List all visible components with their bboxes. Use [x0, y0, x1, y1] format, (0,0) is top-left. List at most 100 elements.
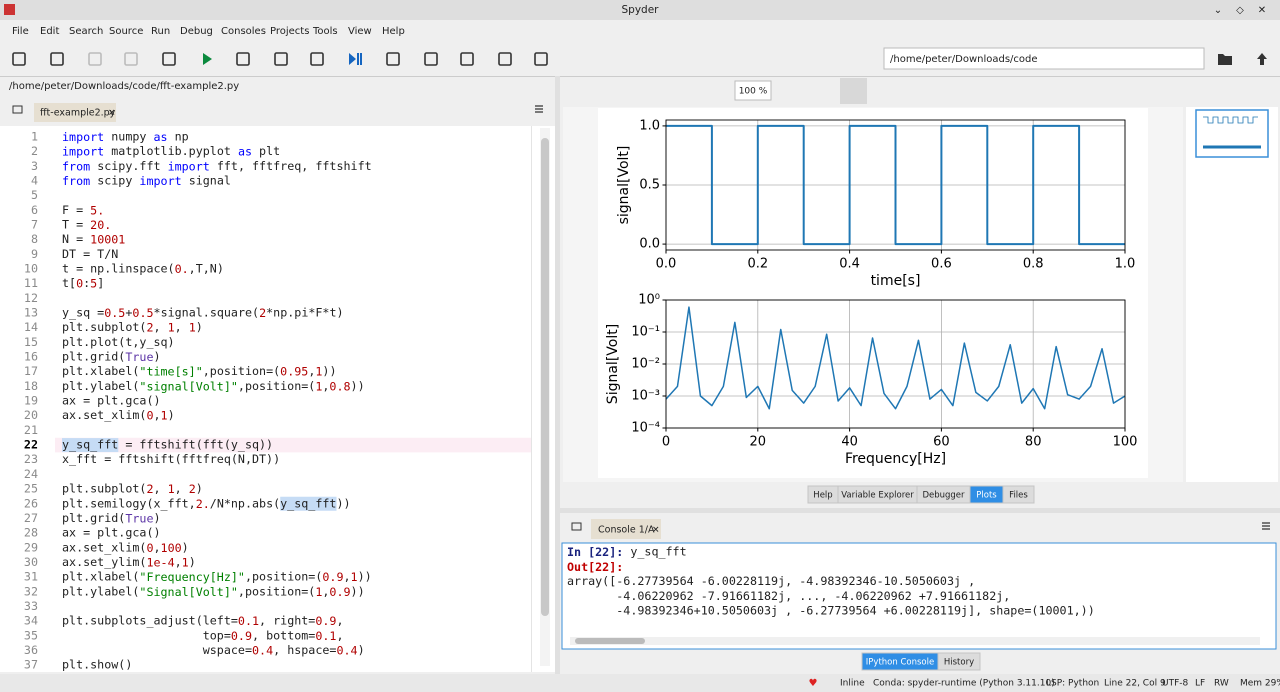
toolbar-button[interactable] — [534, 52, 548, 66]
thumbnail-panel — [1186, 107, 1278, 482]
debug-button[interactable] — [349, 53, 362, 65]
menu-item[interactable]: Debug — [180, 26, 213, 37]
code-line: import matplotlib.pyplot as plt — [62, 144, 280, 158]
code-line: wspace=0.4, hspace=0.4) — [62, 643, 365, 657]
console-bottom-tab[interactable] — [937, 652, 981, 671]
menu-item[interactable]: Source — [109, 26, 143, 37]
line-number: 16 — [24, 350, 38, 364]
toolbar-button[interactable] — [460, 52, 474, 66]
browse-button[interactable] — [1218, 54, 1232, 65]
toolbar-button[interactable] — [236, 52, 250, 66]
code-line: T = 20. — [62, 218, 111, 232]
line-number: 24 — [24, 467, 38, 481]
menu-item[interactable]: Run — [151, 26, 170, 37]
editor-tab[interactable] — [34, 103, 116, 122]
code-line: plt.subplots_adjust(left=0.1, right=0.9, — [62, 614, 344, 628]
window-maximize[interactable]: ◇ — [1236, 5, 1244, 16]
code-line: plt.subplot(2, 1, 2) — [62, 482, 203, 496]
console-hscroll-thumb[interactable] — [575, 638, 645, 644]
window-minimize[interactable]: ⌄ — [1214, 5, 1222, 16]
menu-item[interactable]: Search — [69, 26, 103, 37]
file-path: /home/peter/Downloads/code/fft-example2.… — [9, 81, 239, 92]
parent-dir-button[interactable] — [1257, 53, 1267, 65]
menu-item[interactable]: Consoles — [221, 26, 266, 37]
code-line: y_sq_fft = fftshift(fft(y_sq)) — [62, 438, 273, 452]
pane-tabs: Help Variable Explorer Debugger Plots Files — [807, 485, 1035, 504]
line-number: 2 — [31, 144, 38, 158]
code-line: plt.grid(True) — [62, 350, 161, 364]
y-axis-label: signal[Volt] — [616, 146, 632, 225]
menu-item[interactable]: Tools — [312, 26, 338, 37]
line-number: 29 — [24, 540, 38, 554]
pane-tab[interactable] — [1002, 485, 1035, 504]
toolbar-button[interactable] — [310, 52, 324, 66]
console-hscroll[interactable] — [570, 637, 1260, 645]
path-field[interactable] — [883, 47, 1205, 70]
status-heart: ♥ — [809, 678, 818, 689]
code-line: ax = plt.gca() — [62, 526, 161, 540]
toolbar-button[interactable] — [50, 52, 64, 66]
menu-item[interactable]: Help — [382, 26, 405, 37]
toolbar-button[interactable] — [12, 52, 26, 66]
x-axis-label: time[s] — [871, 273, 921, 289]
console-tab-label: Console 1/A — [598, 525, 655, 536]
line-number: 9 — [31, 247, 38, 261]
line-number: 30 — [24, 555, 38, 569]
editor-tab-close[interactable]: ✕ — [108, 109, 116, 119]
pane-splitter[interactable] — [560, 508, 1280, 513]
status-item: RW — [1214, 679, 1229, 689]
line-number: 20 — [24, 408, 38, 422]
toolbar-button[interactable] — [424, 52, 438, 66]
editor-scroll-thumb[interactable] — [541, 138, 549, 616]
line-number: 14 — [24, 320, 38, 334]
toolbar-button[interactable] — [124, 52, 138, 66]
x-tick-label: 60 — [933, 435, 950, 450]
y-tick-label: 10⁻² — [631, 357, 660, 372]
editor-browse-tabs[interactable] — [12, 105, 23, 114]
thumbnail-wave — [1203, 116, 1258, 124]
menu-item[interactable]: View — [348, 26, 372, 37]
axes-frame — [665, 299, 1126, 429]
code-line: plt.show() — [62, 658, 132, 672]
line-number: 15 — [24, 335, 38, 349]
editor-tab-label: fft-example2.py — [40, 108, 116, 119]
code-line: ax.set_xlim(0,100) — [62, 540, 189, 554]
path-field-text: /home/peter/Downloads/code — [890, 54, 1038, 65]
toolbar-button[interactable] — [386, 52, 400, 66]
pane-tab-label: Help — [813, 491, 832, 501]
console-tabs: IPython Console History — [861, 652, 981, 671]
toolbar-button[interactable] — [274, 52, 288, 66]
window-close[interactable]: ✕ — [1258, 5, 1266, 16]
run-button[interactable] — [203, 53, 212, 65]
figure — [598, 108, 1148, 478]
line-number: 6 — [31, 203, 38, 217]
toolbar-button[interactable] — [498, 52, 512, 66]
menu-item[interactable]: File — [12, 26, 29, 37]
console[interactable] — [561, 542, 1277, 650]
menu-item[interactable]: Projects — [270, 26, 309, 37]
console-options[interactable] — [1262, 522, 1270, 530]
x-tick-label: 80 — [1025, 435, 1042, 450]
zoom-field[interactable] — [734, 80, 772, 101]
y-tick-label: 10⁰ — [638, 293, 660, 308]
line-number: 10 — [24, 262, 38, 276]
console-bottom-tab-label: IPython Console — [866, 658, 934, 668]
x-tick-label: 0.4 — [839, 257, 860, 272]
code-line: from scipy.fft import fft, fftfreq, ffts… — [62, 159, 372, 173]
fit-button-active[interactable] — [840, 78, 867, 104]
console-line: -4.06220962 -7.91661182j, ..., -4.062209… — [567, 589, 1010, 603]
x-tick-label: 20 — [750, 435, 767, 450]
splitter[interactable] — [555, 76, 560, 675]
toolbar-button[interactable] — [162, 52, 176, 66]
console-browse-tabs[interactable] — [571, 522, 582, 531]
editor-options[interactable] — [535, 105, 543, 113]
code-lines: 1 import numpy as np 2 import matplotlib.py… — [24, 130, 372, 672]
toolbar-button[interactable] — [88, 52, 102, 66]
console-line: array([-6.27739564 -6.00228119j, -4.9839… — [567, 574, 975, 588]
console-tab-close[interactable]: ✕ — [652, 526, 660, 536]
console-tab[interactable] — [591, 519, 661, 539]
menu-item[interactable]: Edit — [40, 26, 59, 37]
y-tick-label: 10⁻¹ — [631, 325, 660, 340]
line-number: 1 — [31, 130, 38, 144]
